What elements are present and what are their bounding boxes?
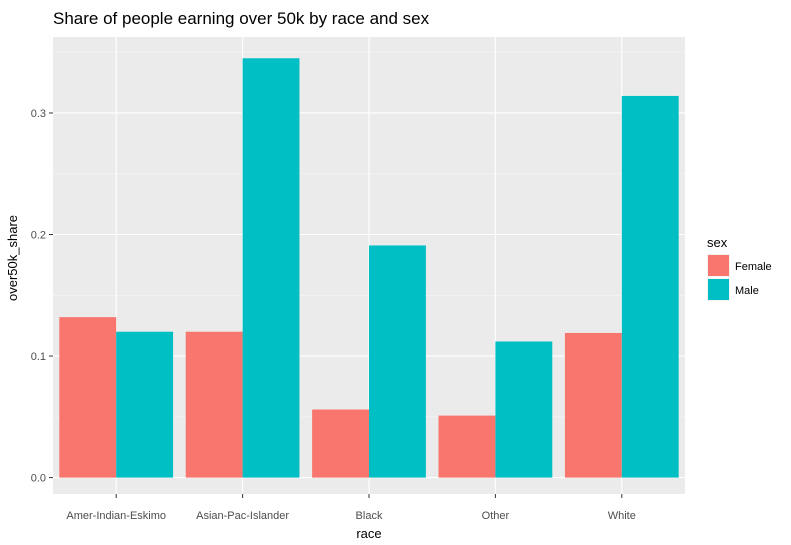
x-tick-label: Amer-Indian-Eskimo: [66, 510, 166, 522]
y-tick-label: 0.2: [31, 230, 46, 242]
legend-swatch-female: [708, 255, 729, 276]
bar-male-amer-indian-eskimo: [116, 331, 174, 478]
legend-title: sex: [707, 235, 728, 250]
bar-female-asian-pac-islander: [185, 331, 243, 478]
bar-male-black: [369, 245, 426, 478]
bar-male-white: [621, 95, 679, 478]
bar-female-white: [564, 332, 622, 478]
bar-female-amer-indian-eskimo: [59, 317, 117, 478]
bar-male-asian-pac-islander: [242, 58, 300, 478]
legend-label-male: Male: [735, 285, 759, 297]
bar-male-other: [495, 341, 553, 478]
legend-swatch-male: [708, 279, 729, 300]
x-tick-label: Other: [482, 510, 510, 522]
x-axis: Amer-Indian-Eskimo Asian-Pac-Islander Blac…: [66, 494, 636, 522]
y-tick-label: 0.3: [31, 108, 46, 120]
x-tick-label: Black: [356, 510, 383, 522]
x-axis-title: race: [356, 526, 381, 541]
y-axis: 0.0 0.1 0.2 0.3: [31, 108, 53, 485]
bar-female-other: [438, 415, 496, 478]
chart-title: Share of people earning over 50k by race…: [53, 9, 430, 28]
bars: [59, 58, 679, 478]
y-tick-label: 0.0: [31, 473, 46, 485]
y-tick-label: 0.1: [31, 351, 46, 363]
x-tick-label: White: [608, 510, 636, 522]
legend-label-female: Female: [735, 261, 772, 273]
x-tick-label: Asian-Pac-Islander: [196, 510, 289, 522]
bar-female-black: [312, 409, 369, 478]
y-axis-title: over50k_share: [5, 215, 20, 301]
legend: sex Female Male: [707, 235, 772, 301]
